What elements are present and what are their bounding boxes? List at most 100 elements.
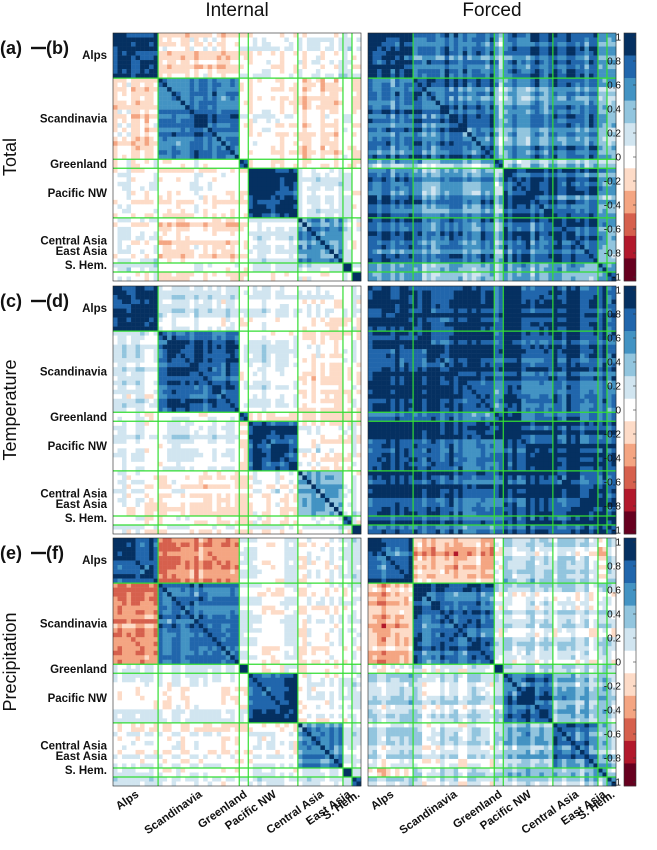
heatmap-cell [543, 69, 549, 74]
heatmap-cell [185, 172, 190, 178]
heatmap-cell [386, 114, 391, 119]
heatmap-cell [390, 100, 396, 106]
heatmap-cell [356, 222, 362, 228]
heatmap-cell [252, 145, 258, 151]
heatmap-cell [597, 181, 603, 187]
heatmap-cell [266, 262, 272, 268]
heatmap-cell [113, 222, 118, 228]
heatmap-cell [180, 141, 186, 146]
heatmap-cell [113, 150, 118, 155]
heatmap-cell [221, 64, 226, 70]
heatmap-cell [221, 114, 226, 119]
heatmap-cell [144, 127, 150, 133]
heatmap-cell [315, 240, 321, 246]
heatmap-cell [485, 91, 490, 97]
heatmap-cell [140, 105, 145, 110]
heatmap-cell [503, 181, 509, 187]
heatmap-cell [284, 64, 290, 70]
heatmap-cell [149, 91, 154, 97]
heatmap-cell [306, 258, 312, 264]
heatmap-cell [248, 271, 254, 277]
heatmap-cell [494, 181, 500, 187]
heatmap-cell [485, 55, 490, 61]
heatmap-cell [279, 114, 285, 119]
heatmap-cell [480, 91, 486, 97]
heatmap-cell [395, 91, 400, 97]
heatmap-cell [338, 78, 344, 83]
heatmap-cell [171, 226, 177, 232]
heatmap-cell [342, 145, 348, 151]
heatmap-cell [288, 226, 294, 232]
heatmap-cell [279, 145, 285, 151]
heatmap-cell [611, 87, 617, 92]
heatmap-cell [480, 186, 486, 192]
heatmap-cell [413, 55, 418, 61]
heatmap-cell [467, 150, 472, 155]
heatmap-cell [566, 132, 572, 137]
heatmap-cell [329, 226, 335, 232]
heatmap-cell [113, 267, 118, 273]
heatmap-cell [189, 78, 195, 83]
heatmap-cell [329, 46, 335, 52]
heatmap-cell [261, 154, 267, 160]
heatmap-cell [131, 163, 136, 169]
heatmap-cell [243, 69, 249, 74]
heatmap-cell [404, 168, 409, 174]
heatmap-cell [579, 96, 585, 101]
heatmap-cell [579, 114, 585, 119]
heatmap-cell [171, 105, 177, 110]
heatmap-cell [471, 91, 477, 97]
heatmap-cell [566, 177, 572, 183]
heatmap-cell [516, 150, 522, 155]
heatmap-cell [203, 226, 208, 232]
heatmap-cell [431, 46, 436, 52]
heatmap-cell [494, 168, 500, 174]
heatmap-cell [288, 240, 294, 246]
heatmap-cell [153, 159, 159, 165]
heatmap-cell [252, 267, 258, 273]
heatmap-cell [122, 159, 127, 165]
heatmap-cell [297, 78, 303, 83]
heatmap-cell [257, 271, 263, 277]
heatmap-cell [444, 141, 450, 146]
heatmap-cell [534, 60, 540, 65]
heatmap-cell [194, 226, 199, 232]
heatmap-cell [149, 249, 154, 255]
heatmap-cell [539, 141, 545, 146]
heatmap-cell [431, 78, 436, 83]
heatmap-cell [372, 118, 378, 124]
heatmap-cell [306, 114, 312, 119]
heatmap-cell [507, 33, 513, 38]
heatmap-cell [248, 159, 254, 165]
heatmap-cell [435, 177, 441, 183]
heatmap-cell [113, 177, 118, 183]
heatmap-cell [234, 69, 240, 74]
heatmap-cell [113, 87, 118, 92]
heatmap-cell [185, 217, 190, 223]
heatmap-cell [449, 123, 454, 128]
heatmap-cell [122, 199, 127, 205]
heatmap-cell [458, 37, 463, 43]
heatmap-cell [431, 96, 436, 101]
heatmap-cell [422, 91, 427, 97]
heatmap-cell [131, 217, 136, 223]
heatmap-cell [494, 73, 500, 79]
heatmap-cell [579, 168, 585, 174]
heatmap-cell [140, 127, 145, 133]
heatmap-cell [131, 109, 136, 115]
heatmap-cell [462, 51, 468, 56]
heatmap-cell [275, 276, 281, 282]
heatmap-cell [194, 33, 199, 38]
heatmap-cell [602, 109, 608, 115]
heatmap-cell [602, 64, 608, 70]
heatmap-cell [566, 163, 572, 169]
heatmap-cell [521, 163, 527, 169]
heatmap-cell [584, 109, 590, 115]
heatmap-cell [480, 55, 486, 61]
heatmap-cell [216, 172, 222, 178]
heatmap-cell [503, 87, 509, 92]
heatmap-cell [140, 100, 145, 106]
heatmap-cell [261, 258, 267, 264]
heatmap-cell [158, 46, 163, 52]
heatmap-cell [539, 172, 545, 178]
